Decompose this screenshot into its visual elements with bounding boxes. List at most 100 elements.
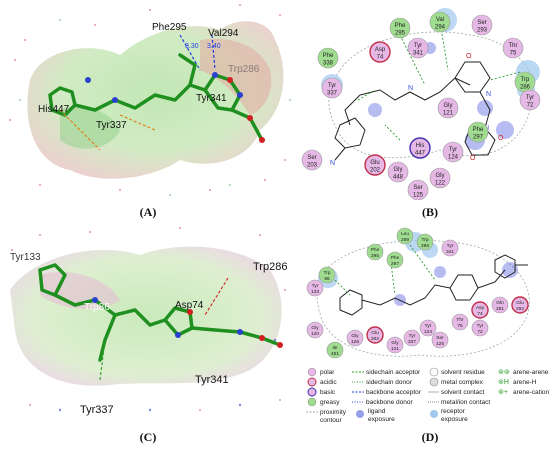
panel-c-svg: Tyr133 Trp286 Trp86 Asp74 Tyr341 Tyr337 [0, 220, 295, 420]
panel-b-svg: NNNN OOO Phe295Val294Ser293Asp74Tyr341Th… [300, 0, 550, 200]
svg-text:Tyr: Tyr [449, 147, 457, 153]
svg-text:121: 121 [443, 111, 454, 117]
residue-tyr-124: Tyr 124 [442, 141, 464, 163]
label-tyr341: Tyr341 [195, 374, 229, 386]
label-phe295: Phe295 [152, 22, 187, 33]
legend-basic: basic [320, 389, 336, 396]
svg-text:Glu: Glu [371, 330, 379, 336]
legend-sc-acceptor: sidechain acceptor [366, 369, 421, 376]
svg-text:297: 297 [391, 261, 399, 267]
svg-text:451: 451 [331, 351, 339, 357]
arene-arene-icon: ⊚⊚ [498, 369, 510, 376]
svg-text:Ile: Ile [332, 345, 337, 351]
svg-text:Glu: Glu [370, 160, 379, 166]
svg-text:341: 341 [446, 249, 454, 255]
ligand-2d-structure [334, 61, 496, 161]
solvent-dots [11, 227, 286, 411]
residue-tyr-133: Tyr133 [306, 279, 324, 297]
legend-polar-swatch [307, 367, 317, 377]
svg-text:Tyr: Tyr [414, 43, 422, 49]
svg-text:286: 286 [421, 243, 429, 249]
panel-d-2d-interaction-map: Leu 289 Trp 286 Tyr 341 Phe 295 Trp 86 Phe 297 Tyr 13… [300, 220, 550, 430]
label-tyr337: Tyr337 [96, 120, 127, 131]
svg-text:75: 75 [510, 51, 517, 57]
legend-acidic-swatch [307, 377, 317, 387]
arene-cation-icon: ⊚+ [498, 389, 508, 396]
legend-ligand-exposure-swatch [356, 410, 364, 418]
svg-text:447: 447 [415, 151, 426, 157]
svg-text:Tyr: Tyr [328, 83, 336, 89]
panel-a-3d-pocket: Phe295 Val294 Trp286 His447 Tyr337 Tyr34… [0, 0, 295, 200]
svg-text:Asp: Asp [375, 47, 386, 53]
svg-text:Asp: Asp [476, 305, 485, 311]
svg-text:337: 337 [327, 91, 338, 97]
svg-text:292: 292 [516, 306, 524, 312]
svg-text:293: 293 [477, 28, 488, 34]
svg-text:120: 120 [311, 331, 319, 337]
svg-text:124: 124 [448, 155, 459, 161]
legend-sc-donor: sidechain donor [366, 379, 413, 386]
svg-text:Gly: Gly [436, 173, 445, 179]
svg-text:Trp: Trp [421, 237, 428, 243]
svg-text:75: 75 [457, 323, 463, 329]
residue-tyr-341: Tyr341 [407, 37, 429, 59]
svg-text:Val: Val [436, 17, 444, 23]
svg-text:Gly: Gly [311, 325, 319, 331]
legend-metal-ion-contact: metal/ion contact [441, 399, 490, 406]
residue-ser-293: Ser 293 [471, 14, 493, 36]
proximity-contour [316, 239, 530, 357]
svg-text:121: 121 [391, 346, 399, 352]
legend-bb-donor: backbone donor [366, 399, 413, 406]
svg-text:N: N [330, 160, 335, 167]
svg-text:289: 289 [401, 237, 409, 243]
residue-val-294: Val 294 [429, 11, 451, 33]
hbond-lines [179, 34, 216, 71]
residue-tyr-337: Tyr 337 [321, 77, 343, 99]
svg-text:Tyr: Tyr [526, 95, 534, 101]
svg-text:295: 295 [395, 31, 406, 37]
interaction-lines [334, 244, 436, 296]
residue-discs: Phe 295 Val 294 Ser 293 Asp 74 Tyr 341 Thr 75 Phe 338… [301, 11, 541, 200]
proximity-contour [328, 31, 534, 159]
svg-text:O: O [466, 53, 472, 60]
svg-text:125: 125 [436, 341, 444, 347]
caption-a: (A) [139, 205, 157, 219]
svg-text:294: 294 [435, 25, 446, 31]
residue-trp-286: Trp 286 [514, 71, 536, 93]
legend-ligand-exposure-line2: exposure [368, 416, 395, 423]
legend-ligand-exposure: ligand [368, 408, 386, 415]
legend-proximity-line2: contour [320, 417, 343, 424]
svg-text:86: 86 [324, 276, 330, 282]
svg-text:Thr: Thr [456, 317, 464, 323]
solvent-dots [9, 4, 286, 191]
residue-gly-448: Gly 448 [387, 161, 409, 183]
legend-receptor-exposure: receptor [441, 408, 466, 415]
label-trp86: Trp86 [84, 302, 110, 313]
residue-tyr-337: Tyr337 [403, 329, 421, 347]
ligand-nitrogens [85, 72, 243, 103]
svg-text:337: 337 [408, 339, 416, 345]
legend-arene-h: arene-H [513, 379, 537, 386]
panel-a-svg: Phe295 Val294 Trp286 His447 Tyr337 Tyr34… [0, 0, 295, 200]
label-asp74: Asp74 [175, 300, 204, 311]
legend-greasy: greasy [320, 399, 340, 406]
surface-patch-red [200, 38, 272, 115]
legend-solvent-residue-swatch [429, 367, 439, 377]
caption-b: (B) [422, 205, 438, 219]
legend-receptor-exposure-line2: exposure [441, 416, 468, 423]
residue-phe-338: Phe 338 [317, 47, 339, 69]
residue-his-447: His 447 [409, 137, 431, 159]
residue-tyr-341: Tyr341 [441, 239, 459, 257]
panel-b-2d-interaction-map: NNNN OOO Phe295Val294Ser293Asp74Tyr341Th… [300, 0, 550, 200]
legend-solvent-residue: solvent residue [441, 369, 485, 376]
legend-metal-complex-swatch [429, 377, 439, 387]
